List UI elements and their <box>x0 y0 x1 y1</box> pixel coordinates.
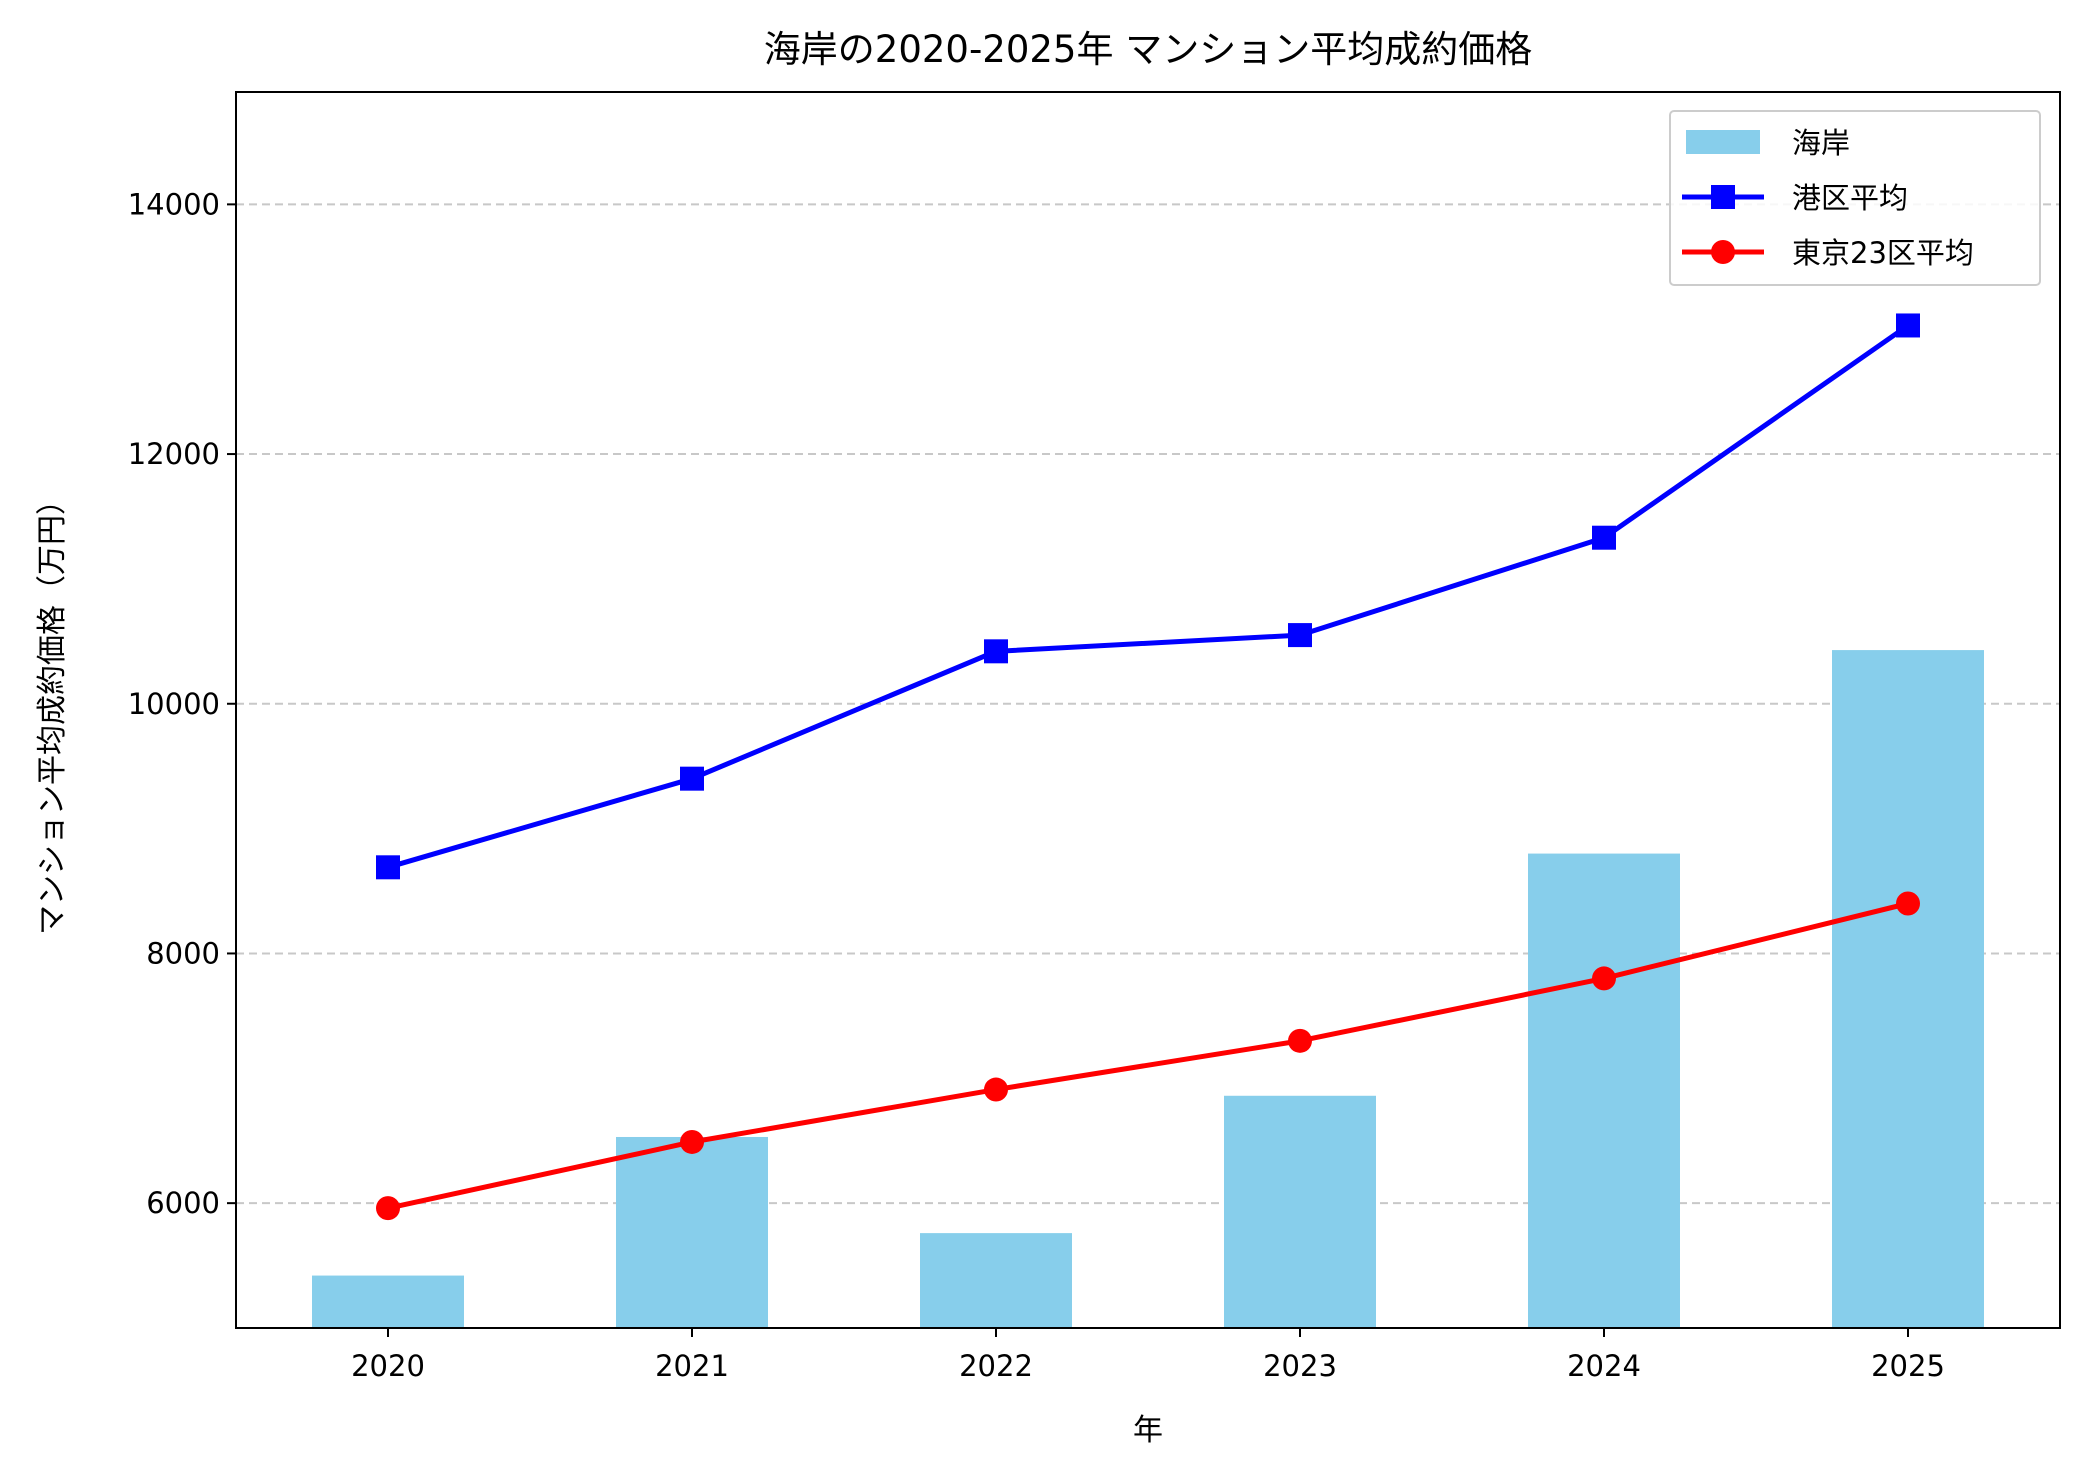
legend-label-tokyo23: 東京23区平均 <box>1792 236 1974 270</box>
legend: 海岸 港区平均 東京23区平均 <box>1669 110 2041 286</box>
legend-label-minato: 港区平均 <box>1792 181 1908 215</box>
data-point-square <box>1288 623 1312 648</box>
legend-label-kaigan: 海岸 <box>1792 126 1850 160</box>
legend-box <box>1669 110 2041 286</box>
y-tick-label: 8000 <box>146 936 220 970</box>
x-tick-label: 2020 <box>351 1349 425 1383</box>
data-point-circle <box>1592 966 1616 991</box>
data-point-square <box>376 855 400 880</box>
x-axis-label: 年 <box>1133 1413 1163 1448</box>
data-point-circle <box>1288 1028 1312 1053</box>
y-tick-label: 6000 <box>146 1186 220 1220</box>
bar <box>312 1275 464 1328</box>
legend-marker-minato <box>1711 185 1735 209</box>
x-tick-label: 2025 <box>1871 1349 1945 1383</box>
bar <box>1832 650 1984 1328</box>
bar <box>920 1233 1072 1328</box>
bar <box>616 1136 768 1328</box>
legend-swatch-kaigan <box>1686 130 1760 154</box>
y-axis-label: マンション平均成約価格（万円） <box>35 485 70 935</box>
y-ticks: 6000 8000 10000 12000 14000 <box>128 187 236 1220</box>
data-point-circle <box>680 1129 704 1154</box>
lines <box>376 313 1920 1221</box>
bar <box>1528 853 1680 1328</box>
data-point-circle <box>1896 891 1920 916</box>
x-tick-label: 2021 <box>655 1349 729 1383</box>
series-line <box>387 901 1909 1211</box>
data-point-square <box>1896 313 1920 338</box>
grid <box>236 203 2060 1205</box>
bar <box>1224 1095 1376 1328</box>
y-tick-label: 12000 <box>128 437 220 471</box>
x-ticks: 2020 2021 2022 2023 2024 2025 <box>351 1328 1945 1383</box>
plot-frame <box>235 91 2061 1329</box>
x-tick-label: 2023 <box>1263 1349 1337 1383</box>
legend-marker-tokyo23 <box>1711 240 1735 264</box>
x-tick-label: 2024 <box>1567 1349 1641 1383</box>
data-point-circle <box>376 1196 400 1221</box>
data-point-square <box>1592 525 1616 550</box>
y-tick-label: 10000 <box>128 687 220 721</box>
chart-title: 海岸の2020-2025年 マンション平均成約価格 <box>764 28 1532 71</box>
data-point-square <box>680 766 704 791</box>
series-line <box>387 323 1910 870</box>
x-tick-label: 2022 <box>959 1349 1033 1383</box>
data-point-square <box>984 639 1008 664</box>
y-tick-label: 14000 <box>128 187 220 221</box>
bars <box>312 650 1984 1328</box>
data-point-circle <box>984 1077 1008 1102</box>
